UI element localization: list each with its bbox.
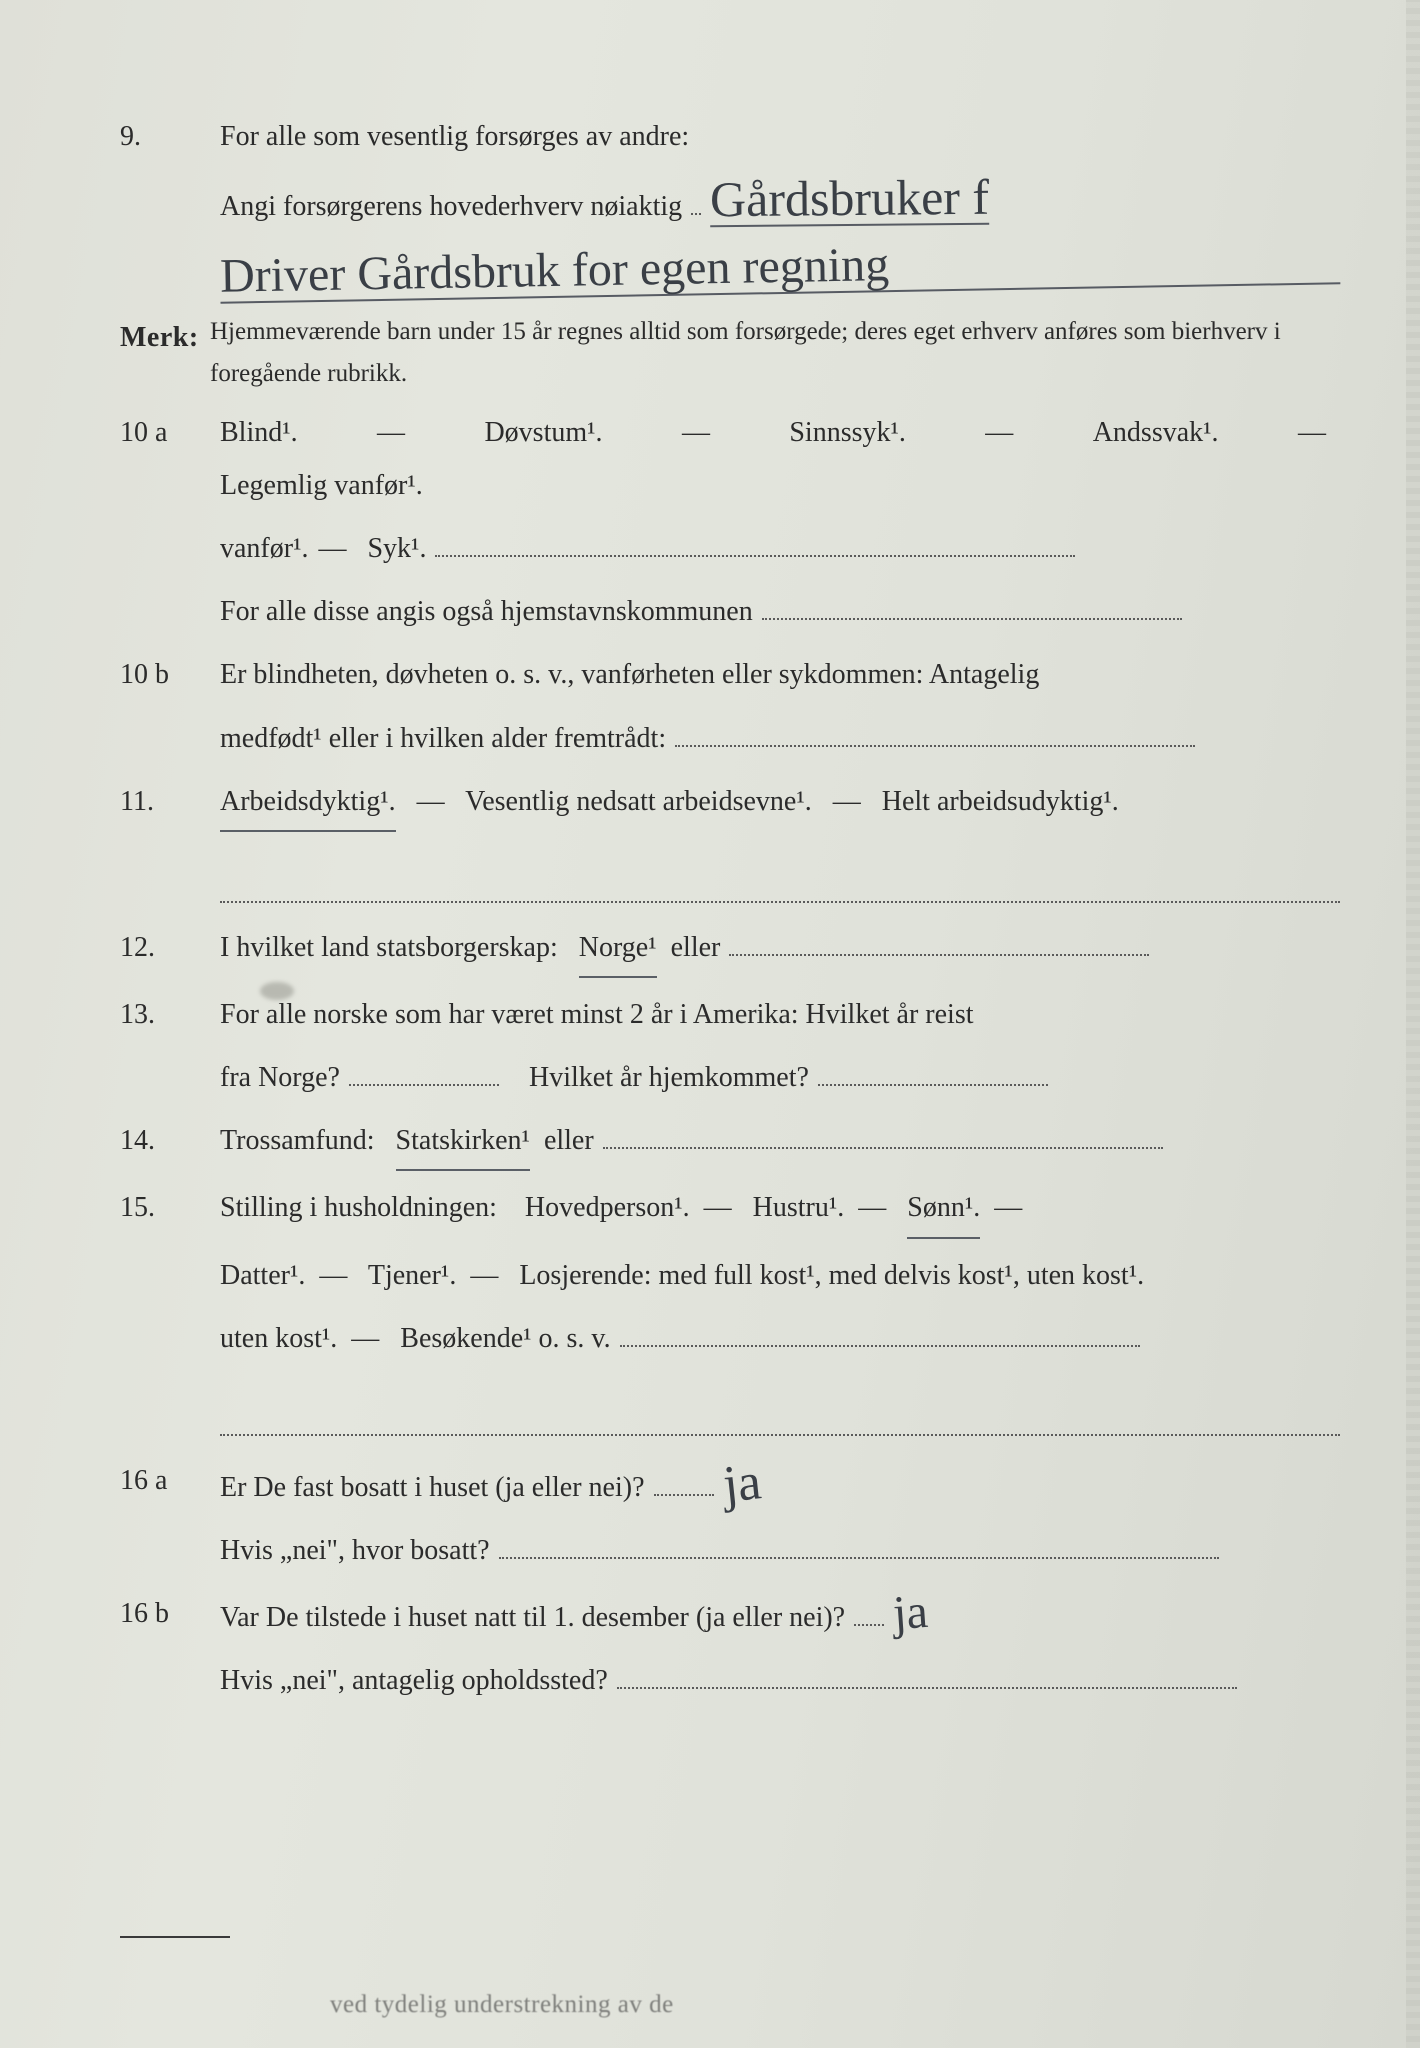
opt-udyktig: Helt arbeidsudyktig¹. <box>882 786 1119 817</box>
q10b-row2: medfødt¹ eller i hvilken alder fremtrådt… <box>120 712 1340 765</box>
q10b-row1: 10 b Er blindheten, døvheten o. s. v., v… <box>120 648 1340 701</box>
q16a-line2: Hvis „nei", hvor bosatt? <box>220 1535 490 1566</box>
q15-number: 15. <box>120 1181 220 1234</box>
opt-legemlig: Legemlig vanfør¹. <box>220 459 1340 512</box>
rule-line <box>499 1532 1219 1559</box>
opt-datter: Datter¹. <box>220 1260 305 1291</box>
opt-blind: Blind¹. <box>220 406 298 459</box>
opt-norge: Norge¹ <box>579 921 657 978</box>
rule-line <box>435 530 1075 557</box>
rule-line <box>729 928 1149 955</box>
q16a-line1: Er De fast bosatt i huset (ja eller nei)… <box>220 1472 645 1503</box>
q15-row1: 15. Stilling i husholdningen: Hovedperso… <box>120 1181 1340 1238</box>
q10b-line1: Er blindheten, døvheten o. s. v., vanfør… <box>220 648 1340 701</box>
q16b-row2: Hvis „nei", antagelig opholdssted? <box>120 1654 1340 1707</box>
merk-text: Hjemmeværende barn under 15 år regnes al… <box>210 311 1340 396</box>
opt-dovstum: Døvstum¹. <box>484 406 602 459</box>
opt-syk: Syk¹. <box>367 533 426 564</box>
q15-label: Stilling i husholdningen: <box>220 1192 497 1223</box>
q10a-tail: For alle disse angis også hjemstavnskomm… <box>220 596 753 627</box>
q9-body2: Angi forsørgerens hovederhverv nøiaktig … <box>220 173 1340 233</box>
q9-row2: Angi forsørgerens hovederhverv nøiaktig … <box>120 173 1340 233</box>
q15-row2: Datter¹.— Tjener¹.— Losjerende: med full… <box>120 1249 1340 1302</box>
rule-line <box>654 1469 714 1496</box>
opt-hustru: Hustru¹. <box>753 1192 845 1223</box>
q15-dotline <box>120 1375 1340 1436</box>
opt-besokende: Besøkende¹ o. s. v. <box>400 1323 610 1354</box>
q11-dotline <box>120 842 1340 903</box>
q10b-number: 10 b <box>120 648 220 701</box>
rule-line <box>617 1662 1237 1689</box>
q16a-row1: 16 a Er De fast bosatt i huset (ja eller… <box>120 1454 1340 1514</box>
census-form-page: 9. For alle som vesentlig forsørges av a… <box>0 0 1420 2048</box>
q12-text-b: eller <box>671 932 721 963</box>
q11-number: 11. <box>120 775 220 828</box>
q13-number: 13. <box>120 988 220 1041</box>
rule-line <box>818 1059 1048 1086</box>
q13-line1: For alle norske som har været minst 2 år… <box>220 988 1340 1041</box>
rule-line <box>603 1122 1163 1149</box>
q13-line2b: Hvilket år hjemkommet? <box>529 1062 809 1093</box>
rule-line <box>349 1059 499 1086</box>
rule-line <box>220 856 1340 903</box>
q9-row1: 9. For alle som vesentlig forsørges av a… <box>120 110 1340 163</box>
opt-sonn: Sønn¹. <box>907 1181 980 1238</box>
footnote-rule <box>120 1936 230 1938</box>
rule-line <box>675 719 1195 746</box>
q14-number: 14. <box>120 1114 220 1167</box>
q12-row: 12. I hvilket land statsborgerskap: Norg… <box>120 921 1340 978</box>
q16a-row2: Hvis „nei", hvor bosatt? <box>120 1524 1340 1577</box>
q9-label: Angi forsørgerens hovederhverv nøiaktig <box>220 191 682 222</box>
q9-text1: For alle som vesentlig forsørges av andr… <box>220 110 1340 163</box>
q15-row3: uten kost¹.— Besøkende¹ o. s. v. <box>120 1312 1340 1365</box>
q9-handwriting-2: Driver Gårdsbruk for egen regning <box>220 234 1341 305</box>
q10a-opts: Blind¹.— Døvstum¹.— Sinnssyk¹.— Andssvak… <box>220 406 1340 512</box>
q11-row: 11. Arbeidsdyktig¹. — Vesentlig nedsatt … <box>120 775 1340 832</box>
q10b-line2: medfødt¹ eller i hvilken alder fremtrådt… <box>220 723 666 754</box>
opt-nedsatt: Vesentlig nedsatt arbeidsevne¹. <box>465 786 812 817</box>
q12-number: 12. <box>120 921 220 974</box>
q9-number: 9. <box>120 110 220 163</box>
q13-line2a: fra Norge? <box>220 1062 340 1093</box>
q16a-number: 16 a <box>120 1454 220 1507</box>
q10a-row1: 10 a Blind¹.— Døvstum¹.— Sinnssyk¹.— And… <box>120 406 1340 512</box>
q10a-row3: For alle disse angis også hjemstavnskomm… <box>120 585 1340 638</box>
rule-line <box>762 593 1182 620</box>
q10a-number: 10 a <box>120 406 220 459</box>
opt-arbeidsdyktig: Arbeidsdyktig¹. <box>220 775 396 832</box>
opt-statskirken: Statskirken¹ <box>396 1114 530 1171</box>
footer-fragment: ved tydelig understrekning av de <box>330 1981 674 2029</box>
opt-tjener: Tjener¹. <box>368 1260 456 1291</box>
q16b-line2: Hvis „nei", antagelig opholdssted? <box>220 1665 608 1696</box>
opt-hovedperson: Hovedperson¹. <box>525 1192 690 1223</box>
q9-handwriting-1: Gårdsbruker f <box>710 172 990 227</box>
q16b-row1: 16 b Var De tilstede i huset natt til 1.… <box>120 1587 1340 1644</box>
q10a-row2: vanfør¹.— Syk¹. <box>120 522 1340 575</box>
merk-row: Merk: Hjemmeværende barn under 15 år reg… <box>120 311 1340 396</box>
q14-row: 14. Trossamfund: Statskirken¹ eller <box>120 1114 1340 1171</box>
opt-losjerende: Losjerende: med full kost¹, med delvis k… <box>519 1260 1144 1291</box>
q13-row1: 13. For alle norske som har været minst … <box>120 988 1340 1041</box>
q12-text-a: I hvilket land statsborgerskap: <box>220 932 558 963</box>
q16b-handwriting: ja <box>892 1588 930 1638</box>
rule-line <box>220 1389 1340 1436</box>
q14-text-b: eller <box>544 1125 594 1156</box>
opt-andssvak: Andssvak¹. <box>1093 406 1219 459</box>
q14-text-a: Trossamfund: <box>220 1125 375 1156</box>
rule-line <box>854 1599 884 1626</box>
rule-line <box>620 1320 1140 1347</box>
q16b-number: 16 b <box>120 1587 220 1640</box>
merk-label: Merk: <box>120 311 210 364</box>
opt-sinnssyk: Sinnssyk¹. <box>789 406 906 459</box>
q13-row2: fra Norge? Hvilket år hjemkommet? <box>120 1051 1340 1104</box>
q16a-handwriting: ja <box>720 1456 763 1512</box>
q9-row3: Driver Gårdsbruk for egen regning <box>120 243 1340 300</box>
q16b-line1: Var De tilstede i huset natt til 1. dese… <box>220 1602 845 1633</box>
